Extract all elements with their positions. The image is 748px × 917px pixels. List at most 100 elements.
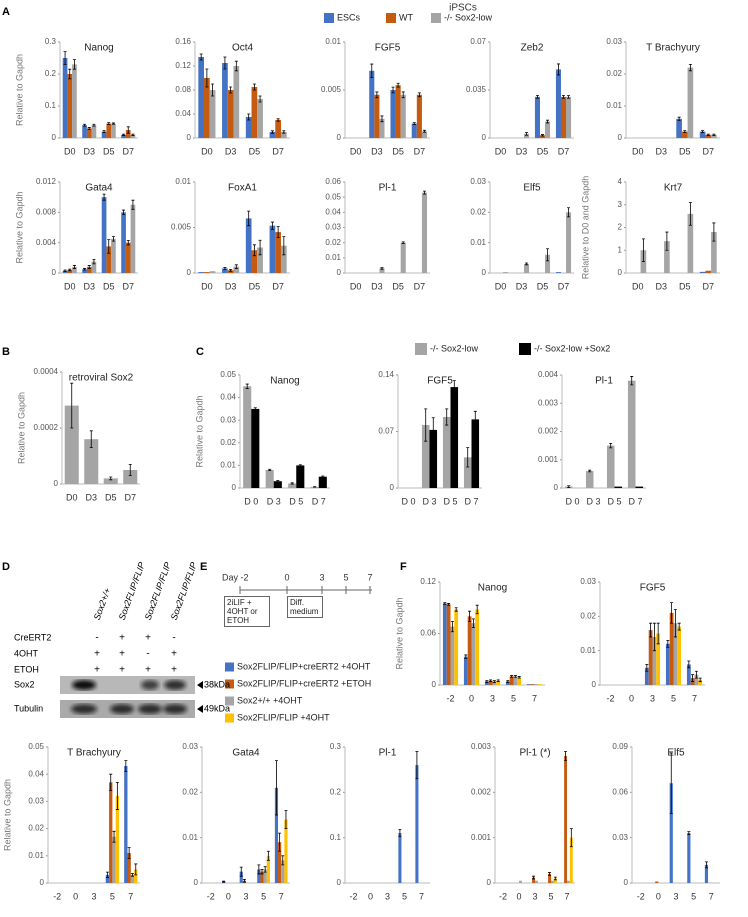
error-bar [656, 622, 660, 645]
x-tick-label: D 7 [312, 496, 326, 506]
error-bar [112, 830, 116, 843]
bar [492, 681, 497, 685]
error-bar [115, 781, 119, 810]
error-bar [68, 68, 72, 80]
bar [390, 90, 396, 138]
bar [111, 123, 116, 138]
bar [72, 64, 77, 138]
bar [266, 855, 270, 883]
chart-title: Pl-1 [379, 748, 397, 759]
x-tick-label: D 3 [422, 496, 436, 506]
error-bar [665, 231, 669, 251]
chart-title: Nanog [478, 583, 507, 594]
bar [555, 69, 561, 138]
bar [416, 94, 422, 138]
x-tick-label: D5 [537, 146, 549, 156]
x-tick-label: -2 [207, 891, 215, 901]
bar [112, 836, 116, 883]
y-tick-label: 0.3 [45, 37, 57, 46]
bar [227, 270, 234, 273]
bar [72, 266, 77, 273]
blot-band [72, 680, 96, 690]
error-bar [258, 239, 262, 256]
bar [475, 609, 480, 685]
x-tick-label: D 0 [565, 496, 579, 506]
error-bar [525, 262, 529, 266]
x-tick-label: D5 [537, 281, 549, 291]
error-bar [92, 258, 96, 265]
y-axis-label: Relative to D0 and Gapdh [580, 176, 590, 280]
error-bar [131, 199, 135, 210]
bar [127, 853, 131, 883]
error-bar [546, 119, 550, 124]
bar [198, 57, 205, 138]
y-axis-label: Relative to Gapdh [16, 392, 26, 464]
y-tick-label: 0.02 [606, 69, 622, 78]
bar [245, 117, 252, 138]
error-bar [245, 383, 249, 389]
chart-title: Zeb2 [521, 43, 544, 54]
y-tick-label: 0.16 [175, 37, 191, 46]
y-tick-label: 0.03 [220, 415, 236, 424]
x-tick-label: D7 [122, 146, 134, 156]
error-bar [126, 239, 130, 246]
x-tick-label: -2 [446, 693, 454, 703]
band-size: 49kDa [204, 703, 230, 713]
x-tick-label: D7 [272, 281, 284, 291]
bar [257, 99, 263, 138]
error-bar [401, 241, 405, 244]
error-bar [468, 610, 472, 622]
bar [553, 878, 557, 883]
chart-title: Nanog [270, 376, 299, 387]
x-tick-label: 5 [402, 891, 407, 901]
error-bar [290, 482, 294, 485]
x-tick-label: D 7 [628, 496, 642, 506]
bar [101, 197, 107, 273]
error-bar [398, 829, 402, 838]
x-tick-label: D0 [201, 281, 213, 291]
bar [488, 680, 493, 685]
band-label: Sox2 [14, 679, 35, 689]
error-bar [464, 654, 468, 659]
error-bar [258, 95, 262, 103]
x-tick-label: D0 [66, 492, 78, 502]
bar [101, 131, 107, 138]
legend-label: WT [399, 12, 413, 22]
error-bar [375, 91, 379, 99]
x-tick-label: D0 [495, 281, 507, 291]
x-tick-label: D7 [702, 146, 714, 156]
error-bar [535, 95, 539, 99]
x-tick-label: D5 [105, 492, 117, 502]
x-tick-label: D3 [225, 281, 237, 291]
x-tick-label: D0 [64, 281, 76, 291]
legend-swatch [386, 13, 396, 23]
bar [517, 677, 522, 685]
y-tick-label: 0 [187, 268, 192, 277]
y-tick-label: 0.01 [182, 833, 198, 842]
error-bar [452, 380, 456, 394]
error-bar [257, 864, 261, 875]
x-tick-label: D3 [83, 146, 95, 156]
error-bar [72, 59, 76, 70]
legend-swatch [225, 662, 234, 672]
error-bar [431, 417, 435, 443]
error-bar [556, 63, 560, 76]
x-tick-label: D7 [414, 281, 426, 291]
bar [566, 96, 572, 138]
bar [265, 469, 274, 488]
x-tick-label: D0 [201, 146, 213, 156]
y-tick-label: 0.03 [606, 37, 622, 46]
bar [395, 85, 401, 138]
bar [106, 123, 112, 138]
bar [644, 667, 649, 685]
error-bar [412, 122, 416, 125]
bar [450, 387, 459, 488]
error-bar [89, 430, 93, 448]
y-tick-label: 0 [52, 133, 57, 142]
x-tick-label: D0 [350, 146, 362, 156]
x-tick-label: D7 [414, 146, 426, 156]
y-tick-label: 3 [618, 200, 623, 209]
error-bar [567, 207, 571, 218]
y-tick-label: 0 [554, 483, 559, 492]
error-bar [466, 447, 470, 468]
